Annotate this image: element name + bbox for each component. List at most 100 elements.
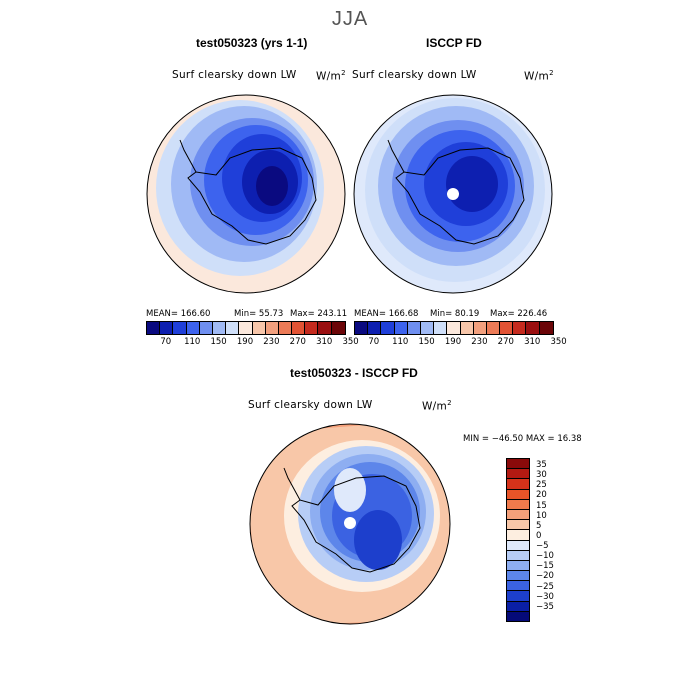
diff-minmax: MIN = −46.50 MAX = 16.38 [463, 434, 582, 444]
panel1-min: Min= 55.73 [234, 309, 284, 319]
diff-colorbar-bin [507, 560, 529, 572]
panel2-variable: Surf clearsky down LW [352, 69, 477, 81]
panel2-colorbar-tick: 150 [418, 337, 435, 347]
panel2-colorbar-bin [473, 322, 487, 334]
panel2-colorbar-bin [355, 322, 369, 334]
panel1-colorbar-bin [278, 322, 293, 334]
diff-colorbar-ticks: 35 30 25 20 15 10 5 0 −5 −10 −15 −20 −25 −30 −35 [536, 458, 566, 620]
panel1-colorbar-bin [226, 322, 240, 334]
panel1-colorbar-bin [212, 322, 227, 334]
diff-colorbar-tick: 30 [536, 470, 547, 481]
diff-variable: Surf clearsky down LW [248, 399, 373, 411]
panel2-colorbar-tick: 190 [444, 337, 462, 347]
diff-colorbar-bin [507, 499, 529, 510]
panel1-colorbar-bin [239, 322, 253, 334]
panel1-colorbar-bin [173, 322, 187, 334]
panel1-colorbar-bin [318, 322, 332, 334]
diff-title: test050323 - ISCCP FD [290, 366, 418, 380]
diff-colorbar-bin [507, 459, 529, 470]
panel1-colorbar-bin [252, 322, 266, 334]
season-title: JJA [331, 8, 369, 30]
diff-colorbar-tick: −35 [536, 601, 554, 612]
panel2-colorbar-bin [407, 322, 421, 334]
panel1-map [147, 95, 345, 293]
panel1-colorbar [146, 321, 346, 335]
diff-colorbar-bin [507, 581, 529, 592]
panel1-colorbar-tick: 70 [160, 337, 172, 347]
panel1-colorbar-tick: 270 [289, 337, 306, 347]
diff-colorbar-bin [507, 550, 529, 561]
panel2-colorbar-bin [539, 322, 553, 334]
panel2-min: Min= 80.19 [430, 309, 480, 319]
panel1-colorbar-bin [147, 322, 161, 334]
diff-colorbar-tick: −25 [536, 581, 554, 592]
diff-unit: W/m2 [422, 399, 452, 413]
diff-colorbar-tick: 35 [536, 460, 547, 471]
diff-map [250, 424, 450, 624]
panel2-colorbar-bin [500, 322, 514, 334]
panel1-colorbar-bin [331, 322, 345, 334]
panel2-colorbar-tick: 230 [471, 337, 488, 347]
panel2-unit: W/m2 [524, 69, 554, 83]
panel2-title: ISCCP FD [426, 36, 482, 50]
panel1-colorbar-bin [305, 322, 319, 334]
diff-colorbar-tick: −5 [536, 541, 549, 552]
panel2-colorbar-bin [434, 322, 448, 334]
diff-colorbar-tick: 10 [536, 510, 547, 521]
panel1-colorbar-bin [186, 322, 200, 334]
panel2-max: Max= 226.46 [490, 309, 548, 319]
panel1-colorbar-ticks: 70 110 150 190 230 270 310 350 [146, 337, 358, 349]
diff-colorbar-tick: 5 [536, 520, 542, 531]
panel2-mean: MEAN= 166.68 [354, 309, 419, 319]
diff-colorbar-tick: −20 [536, 571, 554, 582]
panel2-colorbar-tick: 110 [392, 337, 409, 347]
diff-colorbar-bin [507, 601, 529, 612]
diff-colorbar-tick: 25 [536, 480, 547, 491]
panel1-map-border [146, 94, 346, 294]
diff-colorbar-bin [507, 591, 529, 602]
panel1-colorbar-tick: 150 [210, 337, 227, 347]
panel1-colorbar-tick: 190 [236, 337, 254, 347]
panel2-colorbar-bin [526, 322, 540, 334]
diff-colorbar-bin [507, 509, 529, 521]
panel2-colorbar-bin [486, 322, 501, 334]
panel2-colorbar-bin [368, 322, 382, 334]
panel2-colorbar-tick: 350 [550, 337, 567, 347]
panel1-max: Max= 243.11 [290, 309, 348, 319]
panel2-colorbar-ticks: 70 110 150 190 230 270 310 350 [354, 337, 566, 349]
panel2-colorbar-bin [460, 322, 474, 334]
panel1-colorbar-bin [199, 322, 213, 334]
panel2-colorbar [354, 321, 554, 335]
diff-colorbar-tick: −30 [536, 591, 554, 602]
panel1-unit: W/m2 [316, 69, 346, 83]
panel2-colorbar-tick: 310 [524, 337, 541, 347]
diff-colorbar-tick: 20 [536, 490, 547, 501]
diff-map-border [249, 423, 451, 625]
panel2-colorbar-tick: 270 [497, 337, 514, 347]
panel1-title: test050323 (yrs 1-1) [196, 36, 308, 50]
panel2-colorbar-tick: 70 [368, 337, 380, 347]
panel2-colorbar-bin [513, 322, 527, 334]
diff-colorbar-bin [507, 530, 529, 541]
diff-colorbar-bin [507, 479, 529, 490]
panel2-map-border [353, 94, 553, 294]
panel1-colorbar-bin [292, 322, 306, 334]
panel2-map [354, 95, 552, 293]
diff-colorbar-tick: −10 [536, 551, 554, 562]
panel1-variable: Surf clearsky down LW [172, 69, 297, 81]
diff-colorbar-bin [507, 520, 529, 531]
panel1-colorbar-tick: 110 [184, 337, 201, 347]
panel1-colorbar-tick: 310 [316, 337, 333, 347]
diff-colorbar-bin [507, 489, 529, 500]
diff-colorbar-bin [507, 469, 529, 480]
panel2-colorbar-bin [394, 322, 408, 334]
panel2-colorbar-bin [447, 322, 461, 334]
panel1-colorbar-tick: 350 [342, 337, 359, 347]
panel1-colorbar-bin [160, 322, 174, 334]
panel1-colorbar-bin [265, 322, 279, 334]
panel2-colorbar-bin [381, 322, 395, 334]
diff-colorbar-tick: −15 [536, 561, 554, 572]
panel1-mean: MEAN= 166.60 [146, 309, 211, 319]
